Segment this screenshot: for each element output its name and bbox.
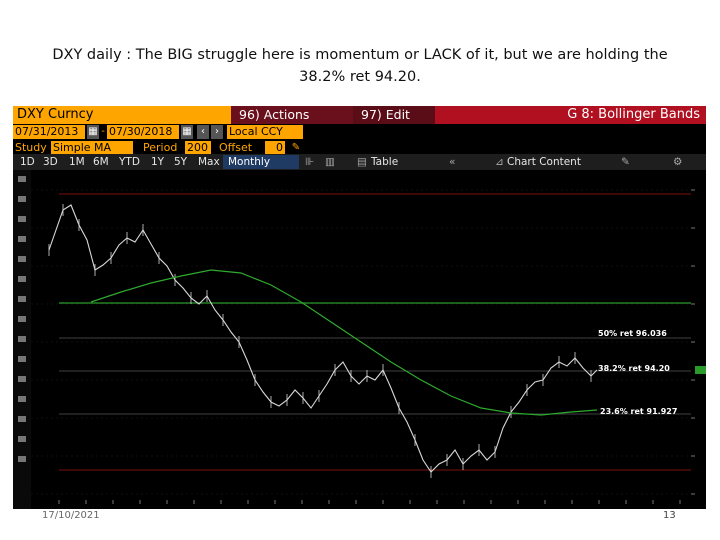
currency-select[interactable]: Local CCY bbox=[227, 125, 303, 139]
ret-50-label: 50% ret 96.036 bbox=[598, 329, 667, 338]
timeframe-toolbar: 1D 3D 1M 6M YTD 1Y 5Y Max Monthly ⊪ ▥ ▤ … bbox=[13, 154, 706, 170]
ruler-icon[interactable] bbox=[18, 436, 26, 442]
study-select[interactable]: Simple MA bbox=[51, 141, 133, 155]
ret-382-label: 38.2% ret 94.20 bbox=[598, 364, 670, 373]
delete-icon[interactable] bbox=[18, 456, 26, 462]
timeframe-3d[interactable]: 3D bbox=[43, 156, 58, 168]
edit-menu[interactable]: 97) Edit bbox=[353, 106, 435, 124]
end-calendar-icon[interactable]: ▦ bbox=[181, 125, 193, 139]
start-date-field[interactable]: 07/31/2013 bbox=[13, 125, 85, 139]
period-label: Period bbox=[143, 141, 178, 154]
timeframe-1y[interactable]: 1Y bbox=[151, 156, 165, 168]
prev-arrow-icon[interactable]: ‹ bbox=[197, 125, 209, 139]
offset-field[interactable]: 0 bbox=[265, 141, 285, 155]
study-label: Study bbox=[15, 141, 47, 154]
next-arrow-icon[interactable]: › bbox=[211, 125, 223, 139]
actions-menu[interactable]: 96) Actions bbox=[231, 106, 353, 124]
pencil-icon[interactable]: ✎ bbox=[289, 141, 303, 155]
page-number: 13 bbox=[663, 510, 676, 521]
ticker-field[interactable]: DXY Curncy bbox=[13, 106, 233, 124]
channel-tool-icon[interactable] bbox=[18, 276, 26, 282]
chart-content-button[interactable]: Chart Content bbox=[507, 156, 581, 168]
crosshair-icon[interactable] bbox=[18, 416, 26, 422]
price-chart[interactable] bbox=[31, 170, 706, 509]
date-separator: - bbox=[99, 125, 107, 139]
slide-title: DXY daily : The BIG struggle here is mom… bbox=[52, 47, 668, 85]
timeframe-5y[interactable]: 5Y bbox=[174, 156, 188, 168]
timeframe-6m[interactable]: 6M bbox=[93, 156, 109, 168]
trendline-icon[interactable] bbox=[18, 196, 26, 202]
table-icon: ▤ bbox=[357, 156, 367, 168]
fibonacci-icon[interactable] bbox=[18, 236, 26, 242]
function-title: G 8: Bollinger Bands bbox=[435, 106, 706, 124]
collapse-icon[interactable]: « bbox=[449, 156, 456, 168]
annotation-toolbar bbox=[13, 170, 31, 509]
arrow-tool-icon[interactable] bbox=[18, 296, 26, 302]
text-tool-icon[interactable] bbox=[18, 216, 26, 222]
bloomberg-terminal-window: DXY Curncy 96) Actions 97) Edit G 8: Bol… bbox=[13, 106, 706, 509]
chart-content-icon: ⊿ bbox=[495, 156, 504, 168]
end-date-field[interactable]: 07/30/2018 bbox=[107, 125, 179, 139]
footer-date: 17/10/2021 bbox=[42, 510, 100, 521]
price-series-line bbox=[48, 204, 598, 473]
offset-label: Offset bbox=[219, 141, 253, 154]
lock-icon[interactable] bbox=[18, 376, 26, 382]
timeframe-1m[interactable]: 1M bbox=[69, 156, 85, 168]
last-price-marker bbox=[695, 366, 706, 374]
timeframe-max[interactable]: Max bbox=[198, 156, 220, 168]
bar-chart-icon[interactable]: ▥ bbox=[325, 156, 335, 168]
period-field[interactable]: 200 bbox=[185, 141, 211, 155]
ret-236-label: 23.6% ret 91.927 bbox=[600, 407, 678, 416]
study-row: Study Simple MA Period 200 Offset 0 ✎ bbox=[13, 140, 706, 156]
function-title-text: G 8: Bollinger Bands bbox=[567, 107, 700, 122]
date-range-row: 07/31/2013 ▦ - 07/30/2018 ▦ ‹ › Local CC… bbox=[13, 124, 706, 140]
shape-tool-icon[interactable] bbox=[18, 256, 26, 262]
chart-type-icon[interactable]: ⊪ bbox=[305, 156, 315, 168]
terminal-header-row: DXY Curncy 96) Actions 97) Edit G 8: Bol… bbox=[13, 106, 706, 124]
cursor-icon[interactable] bbox=[18, 176, 26, 182]
table-button[interactable]: Table bbox=[371, 156, 399, 168]
timeframe-1d[interactable]: 1D bbox=[20, 156, 35, 168]
edit-icon[interactable]: ✎ bbox=[621, 156, 630, 168]
frequency-select[interactable]: Monthly bbox=[223, 155, 299, 169]
start-calendar-icon[interactable]: ▦ bbox=[87, 125, 99, 139]
timeframe-ytd[interactable]: YTD bbox=[119, 156, 140, 168]
measure-tool-icon[interactable] bbox=[18, 316, 26, 322]
eraser-icon[interactable] bbox=[18, 336, 26, 342]
gear-icon[interactable]: ⚙ bbox=[673, 156, 683, 168]
zoom-tool-icon[interactable] bbox=[18, 356, 26, 362]
pattern-icon[interactable] bbox=[18, 396, 26, 402]
ma-200-line bbox=[90, 269, 598, 416]
